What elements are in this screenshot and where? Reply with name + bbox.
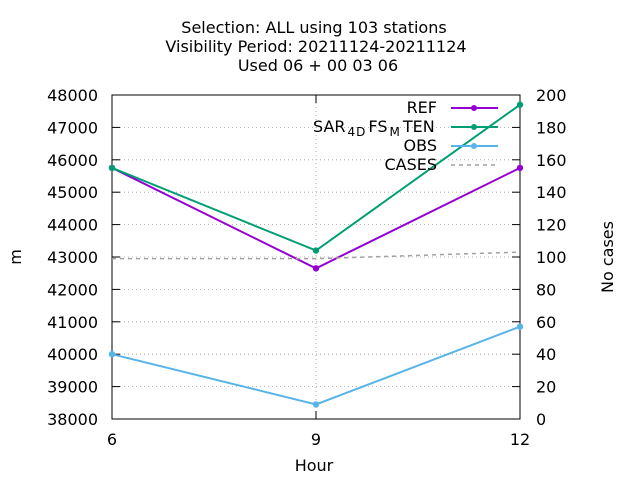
y-axis: 38000 39000 40000 41000 42000 43000 44000 45000…: [47, 86, 120, 429]
y-tick-label: 42000: [47, 280, 98, 299]
x-tick-label: 12: [510, 430, 530, 449]
y-axis-title: m: [6, 249, 25, 265]
legend-marker-ref: [471, 105, 477, 111]
series-line-obs: [111, 325, 521, 406]
y-tick-label: 45000: [47, 183, 98, 202]
data-point-ref: [516, 164, 524, 172]
y-tick-label: 47000: [47, 118, 98, 137]
legend-label-obs: OBS: [404, 136, 437, 155]
chart-title: Selection: ALL using 103 stations Visibi…: [165, 18, 466, 75]
y2-tick-label: 100: [536, 248, 567, 267]
data-point-sar-4d-fs-m-ten: [108, 164, 116, 172]
legend-marker-obs: [471, 143, 477, 149]
x-tick-label: 6: [107, 430, 117, 449]
y2-tick-label: 140: [536, 183, 567, 202]
data-point-sar-4d-fs-m-ten: [312, 247, 320, 254]
y2-axis-title: No cases: [598, 221, 617, 293]
legend-label-cases: CASES: [384, 155, 437, 174]
x-axis-title: Hour: [295, 456, 334, 475]
title-line-1: Selection: ALL using 103 stations: [181, 18, 446, 37]
grid: [112, 95, 520, 419]
data-point-obs: [516, 323, 524, 330]
y-tick-label: 41000: [47, 313, 98, 332]
legend-marker-ten: [471, 124, 477, 130]
y2-axis: 0 20 40 60 80 100 120 140 160 180 200: [512, 86, 567, 429]
y2-tick-label: 0: [536, 410, 546, 429]
legend-label-ten: SAR 4D FS M TEN: [313, 117, 435, 139]
data-point-obs: [312, 401, 320, 408]
y2-tick-label: 60: [536, 313, 556, 332]
title-line-2: Visibility Period: 20211124-20211124: [165, 37, 466, 56]
y-tick-label: 48000: [47, 86, 98, 105]
y-tick-label: 39000: [47, 378, 98, 397]
y2-tick-label: 20: [536, 378, 556, 397]
y2-tick-label: 40: [536, 345, 556, 364]
y-tick-label: 44000: [47, 216, 98, 235]
y2-tick-label: 120: [536, 216, 567, 235]
series-group: [108, 101, 524, 408]
data-point-ref: [312, 265, 320, 272]
title-line-3: Used 06 + 00 03 06: [238, 56, 398, 75]
y2-tick-label: 180: [536, 118, 567, 137]
data-point-sar-4d-fs-m-ten: [516, 101, 524, 108]
data-point-obs: [108, 351, 116, 358]
y-tick-label: 40000: [47, 345, 98, 364]
y-tick-label: 38000: [47, 410, 98, 429]
legend: REF SAR 4D FS M TEN OBS CASES: [313, 98, 498, 174]
y-tick-label: 46000: [47, 151, 98, 170]
y2-tick-label: 160: [536, 151, 567, 170]
x-tick-label: 9: [311, 430, 321, 449]
x-axis: 6 9 12: [107, 95, 530, 449]
y2-tick-label: 200: [536, 86, 567, 105]
series-line-cases: [112, 251, 521, 260]
legend-label-ref: REF: [407, 98, 437, 117]
y2-tick-label: 80: [536, 280, 556, 299]
y-tick-label: 43000: [47, 248, 98, 267]
